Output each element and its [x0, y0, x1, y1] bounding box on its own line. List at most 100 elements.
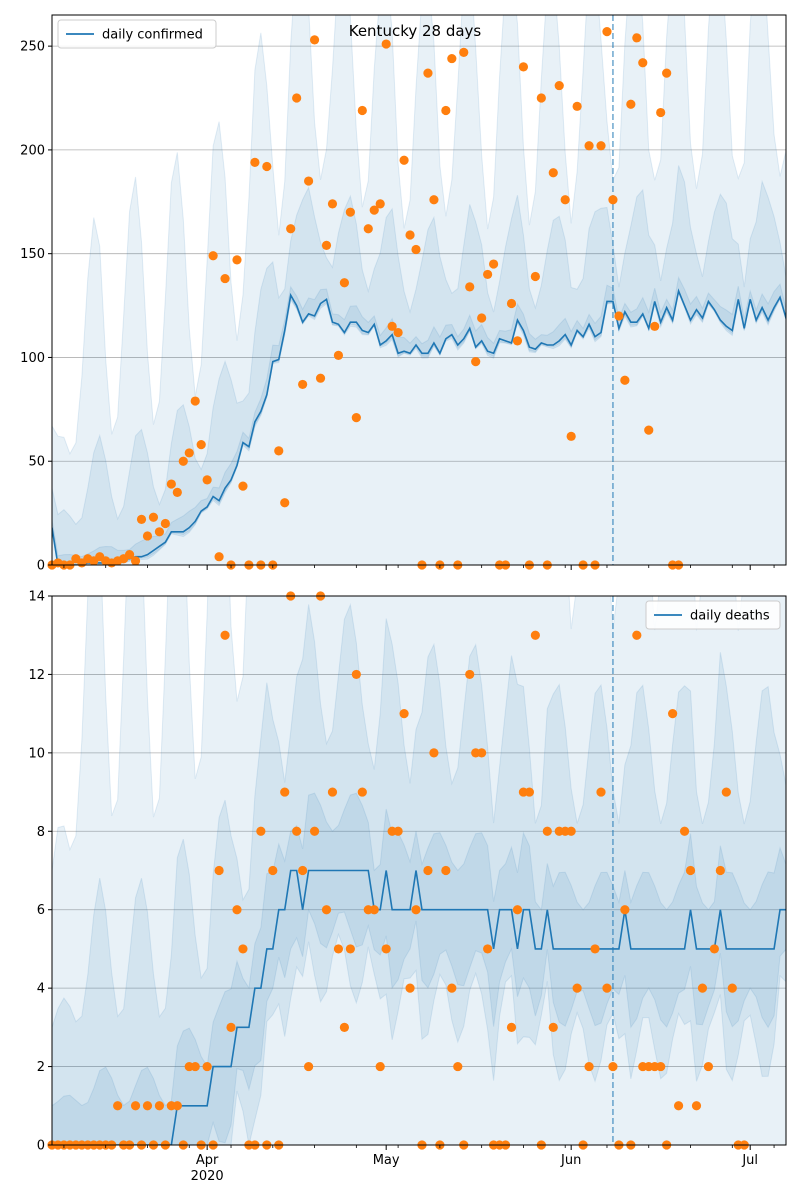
observed-point — [536, 93, 546, 103]
observed-point — [656, 1061, 666, 1072]
x-tick-label: Jun — [560, 1153, 581, 1168]
observed-point — [530, 271, 540, 282]
observed-point — [292, 93, 302, 103]
observed-point — [697, 983, 708, 993]
observed-point — [327, 199, 338, 209]
observed-point — [256, 826, 266, 836]
observed-point — [727, 983, 737, 993]
observed-point — [662, 68, 672, 78]
observed-point — [566, 826, 576, 836]
legend: daily deaths — [645, 600, 781, 630]
observed-point — [136, 514, 147, 524]
observed-point — [411, 244, 421, 255]
observed-point — [113, 1101, 123, 1111]
observed-point — [590, 944, 600, 954]
observed-point — [160, 518, 170, 529]
observed-point — [608, 1061, 618, 1072]
observed-point — [632, 33, 642, 43]
observed-point — [196, 440, 206, 450]
uncertainty-band — [52, 15, 786, 565]
observed-point — [560, 195, 570, 205]
observed-point — [345, 944, 355, 954]
observed-point — [703, 1061, 714, 1072]
observed-point — [411, 905, 421, 915]
y-tick-label: 100 — [20, 351, 45, 366]
observed-point — [214, 865, 224, 876]
y-tick-label: 14 — [28, 590, 45, 605]
observed-point — [387, 321, 397, 331]
observed-point — [423, 68, 433, 78]
observed-point — [351, 669, 361, 680]
observed-point — [679, 826, 690, 836]
y-tick-label: 6 — [37, 903, 45, 918]
axes-frame — [51, 595, 787, 1146]
y-tick-label: 4 — [37, 982, 45, 997]
observed-point — [441, 865, 451, 876]
observed-point — [226, 1022, 236, 1032]
observed-point — [142, 531, 153, 541]
observed-point — [512, 905, 523, 915]
observed-point — [596, 141, 606, 151]
observed-point — [178, 456, 188, 466]
y-tick-label: 12 — [28, 668, 45, 683]
observed-point — [393, 826, 403, 836]
y-tick-label: 150 — [20, 247, 45, 262]
observed-point — [280, 498, 290, 508]
observed-point — [381, 39, 391, 49]
observed-point — [620, 905, 630, 915]
observed-point — [644, 425, 654, 435]
observed-point — [190, 396, 200, 406]
median-line — [52, 869, 786, 1145]
observed-point — [274, 446, 284, 456]
observed-point — [262, 161, 272, 172]
observed-point — [512, 336, 523, 346]
observed-point — [584, 1061, 594, 1072]
observed-point — [715, 865, 725, 876]
observed-point — [488, 259, 499, 269]
observed-point — [656, 107, 666, 118]
observed-point — [238, 944, 248, 954]
observed-point — [124, 550, 135, 560]
observed-point — [602, 27, 612, 37]
chart-title: Kentucky 28 days — [349, 22, 482, 40]
observed-point — [399, 709, 409, 719]
observed-point — [572, 101, 582, 111]
observed-point — [321, 905, 332, 915]
observed-point — [315, 373, 326, 383]
observed-point — [250, 157, 260, 167]
observed-point — [506, 1022, 517, 1032]
observed-point — [280, 787, 290, 797]
y-tick-label: 0 — [37, 1139, 45, 1154]
observed-point — [542, 826, 552, 836]
observed-point — [483, 269, 493, 280]
observed-point — [339, 278, 350, 288]
observed-point — [721, 787, 731, 797]
observed-point — [620, 375, 630, 385]
observed-point — [638, 58, 648, 68]
observed-point — [548, 1022, 558, 1032]
observed-point — [375, 199, 385, 209]
observed-point — [709, 944, 719, 954]
observed-point — [369, 205, 379, 215]
observed-point — [232, 255, 242, 265]
observed-point — [381, 944, 391, 954]
observed-point — [375, 1061, 385, 1072]
observed-point — [506, 298, 517, 309]
observed-point — [142, 1101, 153, 1111]
observed-point — [214, 552, 224, 562]
observed-point — [351, 413, 361, 423]
observed-point — [673, 1101, 684, 1111]
observed-point — [172, 1101, 182, 1111]
legend: daily confirmed — [57, 19, 217, 49]
observed-point — [184, 448, 194, 458]
observed-point — [405, 983, 415, 993]
observed-point — [304, 1061, 314, 1072]
uncertainty-band — [52, 165, 786, 565]
observed-point — [304, 176, 314, 186]
observed-point — [477, 748, 487, 758]
observed-point — [447, 983, 457, 993]
observed-point — [572, 983, 582, 993]
observed-point — [429, 748, 439, 758]
y-tick-label: 200 — [20, 143, 45, 158]
